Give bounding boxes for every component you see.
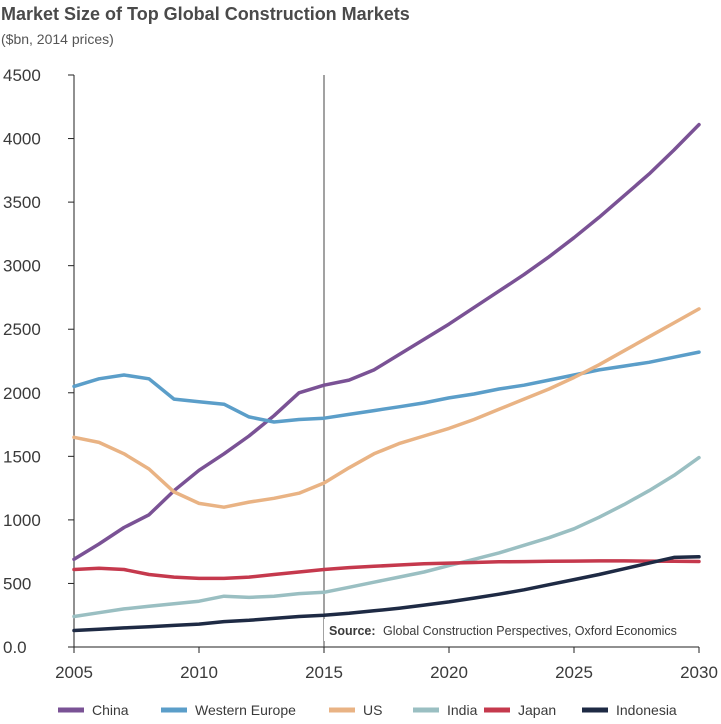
legend-label-us: US [363, 702, 382, 718]
y-tick-label: 0.0 [3, 638, 27, 657]
series-line-japan [72, 559, 701, 581]
source-note: Source: Global Construction Perspectives… [324, 619, 702, 641]
series-line-india [72, 455, 701, 619]
legend-label-india: India [447, 702, 478, 718]
legend-label-china: China [92, 702, 129, 718]
svg-text:Source: Global Construct: Source: Global Construction Perspectives… [329, 624, 677, 638]
x-tick-label: 2005 [55, 663, 93, 682]
x-tick-label: 2025 [555, 663, 593, 682]
series-line-western-europe [72, 350, 701, 424]
series-group [72, 122, 701, 633]
y-tick-label: 2500 [3, 320, 41, 339]
legend: China Western Europe US India Japan Indonesia [58, 702, 677, 718]
legend-label-japan: Japan [518, 702, 556, 718]
y-tick-label: 4000 [3, 130, 41, 149]
chart-subtitle: ($bn, 2014 prices) [1, 31, 114, 47]
x-tick-label: 2010 [180, 663, 218, 682]
x-axis-ticks: 2005 2010 2015 2020 2025 2030 [55, 647, 718, 682]
x-tick-label: 2030 [680, 663, 718, 682]
y-tick-label: 2000 [3, 384, 41, 403]
series-line-us [72, 307, 701, 509]
chart-title: Market Size of Top Global Construction M… [1, 4, 410, 24]
y-tick-label: 1000 [3, 511, 41, 530]
x-tick-label: 2020 [430, 663, 468, 682]
y-tick-label: 1500 [3, 447, 41, 466]
source-text: Global Construction Perspectives, Oxford… [383, 624, 677, 638]
source-background [324, 619, 702, 641]
y-tick-label: 500 [3, 574, 31, 593]
series-line-indonesia [72, 555, 701, 633]
y-tick-label: 4500 [3, 66, 41, 85]
source-label: Source: [329, 624, 376, 638]
legend-label-indonesia: Indonesia [616, 702, 677, 718]
y-tick-label: 3500 [3, 193, 41, 212]
legend-label-western-europe: Western Europe [195, 702, 296, 718]
y-tick-label: 3000 [3, 257, 41, 276]
y-axis-ticks: 0.0 500 1000 1500 2000 2500 3000 3500 4000 4500 [3, 66, 74, 657]
x-tick-label: 2015 [305, 663, 343, 682]
series-line-china [72, 122, 701, 562]
